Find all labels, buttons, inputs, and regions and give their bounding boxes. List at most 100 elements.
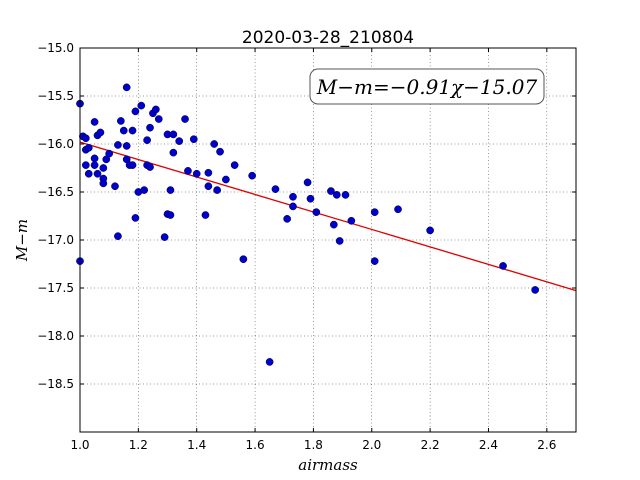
- data-point: [81, 134, 90, 143]
- data-point: [531, 286, 540, 294]
- data-point: [90, 161, 99, 169]
- data-point: [201, 211, 210, 219]
- data-point: [84, 169, 93, 178]
- x-tick-label: 1.8: [304, 438, 323, 452]
- y-tick-label: −16.5: [37, 185, 74, 199]
- data-point: [146, 123, 154, 132]
- annotation-box: [309, 68, 545, 105]
- y-tick-label: −18.5: [37, 377, 74, 391]
- data-point: [184, 167, 192, 175]
- data-point: [283, 215, 292, 223]
- data-point: [426, 226, 434, 235]
- y-tick-labels: −15.0 −15.5 −16.0 −16.5 −17.0 −17.5 −18.0 −18.5: [37, 41, 74, 391]
- x-tick-label: 1.0: [70, 438, 89, 452]
- y-tick-label: −16.0: [37, 137, 74, 151]
- data-point: [216, 147, 224, 156]
- data-point: [166, 186, 175, 194]
- x-axis-label: airmass: [298, 456, 358, 474]
- data-point: [154, 115, 163, 123]
- data-point: [152, 105, 160, 114]
- data-point: [204, 182, 213, 191]
- x-tick-label: 1.4: [187, 438, 206, 452]
- data-point: [210, 140, 219, 148]
- data-point: [189, 135, 198, 144]
- x-tick-label: 2.4: [479, 438, 498, 452]
- data-point: [131, 214, 140, 222]
- data-point: [289, 192, 297, 201]
- data-point: [499, 262, 507, 270]
- x-tick-label: 2.6: [537, 438, 556, 452]
- y-tick-label: −18.0: [37, 329, 74, 343]
- data-point: [347, 216, 356, 225]
- data-point: [341, 191, 350, 199]
- data-point: [289, 202, 297, 211]
- data-point: [329, 220, 338, 229]
- data-point: [90, 118, 99, 126]
- data-point: [146, 163, 154, 171]
- data-point: [99, 164, 108, 172]
- data-point: [213, 186, 221, 194]
- data-point: [265, 358, 274, 366]
- x-tick-label: 2.2: [421, 438, 440, 452]
- data-point: [84, 143, 93, 152]
- data-point: [306, 194, 315, 203]
- scatter-points: [76, 83, 540, 366]
- data-point: [137, 101, 146, 110]
- data-point: [181, 115, 189, 123]
- data-point: [204, 168, 213, 177]
- data-point: [370, 257, 379, 265]
- x-tick-label: 1.6: [246, 438, 265, 452]
- fit-line-layer: [79, 141, 577, 292]
- data-point: [303, 178, 312, 187]
- x-tick-labels: 1.0 1.2 1.4 1.6 1.8 2.0 2.2 2.4 2.6: [70, 438, 556, 452]
- data-point: [116, 117, 125, 125]
- data-point: [169, 148, 178, 157]
- data-point: [192, 169, 201, 178]
- data-point: [105, 149, 114, 158]
- data-point: [93, 169, 102, 178]
- annotation-text: M−m=−0.91χ−15.07: [316, 75, 538, 99]
- data-point: [175, 137, 184, 145]
- x-tick-label: 1.2: [129, 438, 148, 452]
- data-point: [394, 205, 402, 214]
- data-point: [81, 161, 90, 169]
- data-point: [114, 141, 122, 149]
- data-point: [230, 161, 239, 169]
- data-point: [169, 130, 178, 139]
- data-point: [166, 211, 175, 219]
- y-tick-label: −15.0: [37, 41, 74, 55]
- data-point: [99, 179, 108, 188]
- data-point: [370, 208, 379, 217]
- y-axis-label: M−m: [13, 219, 31, 262]
- data-point: [90, 154, 99, 163]
- data-point: [114, 232, 122, 241]
- data-point: [128, 161, 137, 169]
- x-tick-label: 2.0: [362, 438, 381, 452]
- data-point: [143, 136, 151, 145]
- data-point: [122, 83, 131, 92]
- data-point: [128, 126, 137, 135]
- data-point: [122, 142, 131, 150]
- data-point: [119, 126, 128, 135]
- data-point: [131, 107, 140, 116]
- data-point: [111, 182, 119, 191]
- data-point: [222, 175, 230, 184]
- data-point: [332, 191, 341, 199]
- y-tick-label: −15.5: [37, 89, 74, 103]
- data-point: [160, 233, 169, 241]
- y-tick-label: −17.5: [37, 281, 74, 295]
- fit-line: [79, 141, 577, 292]
- fit-annotation: M−m=−0.91χ−15.07: [309, 68, 545, 105]
- data-point: [312, 208, 321, 217]
- data-point: [327, 187, 335, 195]
- data-point: [96, 128, 105, 137]
- data-point: [140, 186, 149, 194]
- chart-title: 2020-03-28_210804: [242, 28, 414, 48]
- data-point: [335, 237, 344, 245]
- y-tick-label: −17.0: [37, 233, 74, 247]
- data-point: [271, 185, 280, 193]
- data-point: [239, 255, 248, 264]
- data-point: [248, 171, 256, 180]
- axis-ticks: [79, 47, 576, 432]
